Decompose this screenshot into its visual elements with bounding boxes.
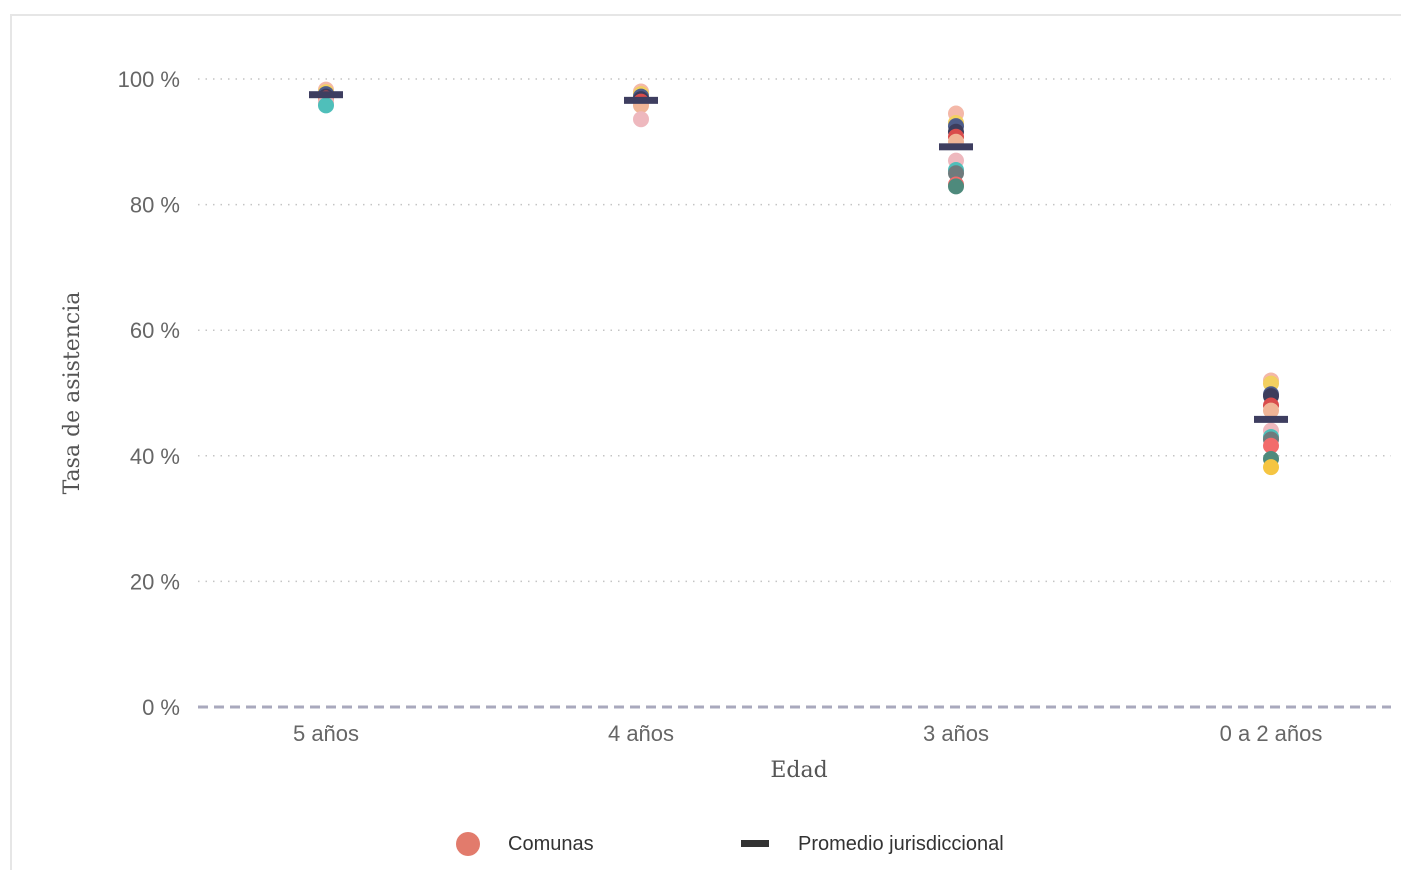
y-tick-label: 100 % [118,67,180,92]
legend-promedio-marker [741,840,769,847]
y-axis-title: Tasa de asistencia [60,292,85,495]
average-marker [624,96,658,104]
y-tick-label: 60 % [130,318,180,343]
comuna-point [318,97,334,114]
comuna-point [948,178,964,195]
x-tick-label: 0 a 2 años [1220,721,1323,746]
comuna-point [1263,402,1279,419]
average-marker [309,91,343,99]
y-tick-label: 0 % [142,695,180,720]
y-tick-label: 20 % [130,569,180,594]
x-tick-label: 5 años [293,721,359,746]
comuna-point [948,165,964,182]
average-marker [939,143,973,151]
y-tick-label: 40 % [130,444,180,469]
y-tick-label: 80 % [130,193,180,218]
legend: Comunas Promedio jurisdiccional [456,832,1004,856]
comuna-point [633,111,649,128]
comuna-point [1263,437,1279,454]
average-markers [309,91,1288,423]
comuna-point [1263,459,1279,476]
x-tick-label: 3 años [923,721,989,746]
chart-frame [10,14,1401,870]
average-marker [1254,415,1288,423]
x-tick-label: 4 años [608,721,674,746]
legend-promedio-label: Promedio jurisdiccional [798,833,1004,855]
grid [198,78,1391,709]
y-tick-labels: 0 % 20 % 40 % 60 % 80 % 100 % [118,67,180,720]
data-points [318,81,1279,476]
x-axis-title: Edad [770,758,827,783]
legend-comunas-label: Comunas [508,833,594,855]
legend-comunas-marker [456,832,480,856]
x-tick-labels: 5 años 4 años 3 años 0 a 2 años [293,721,1322,746]
